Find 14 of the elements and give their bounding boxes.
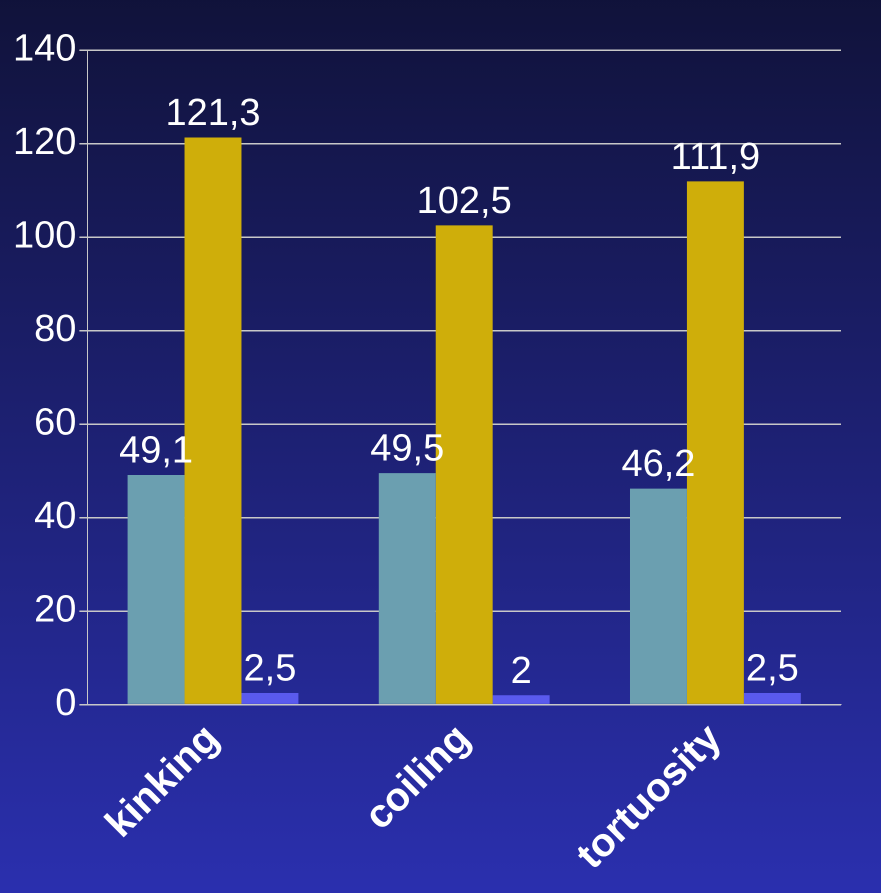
y-tick-label: 100 (12, 214, 76, 257)
data-label: 2,5 (244, 647, 296, 690)
y-tick-label: 140 (12, 27, 76, 70)
data-label: 111,9 (670, 136, 760, 178)
data-label: 2,5 (746, 647, 799, 690)
y-tick-label: 60 (34, 402, 76, 444)
data-label: 2 (510, 650, 532, 692)
y-tick-label: 20 (34, 588, 76, 631)
y-tick-label: 0 (55, 682, 76, 724)
data-label: 121,3 (165, 92, 261, 134)
y-tick-label: 40 (34, 495, 76, 538)
y-tick-label: 80 (34, 308, 76, 350)
data-label: 102,5 (416, 180, 512, 222)
y-tick-label: 120 (12, 121, 76, 164)
